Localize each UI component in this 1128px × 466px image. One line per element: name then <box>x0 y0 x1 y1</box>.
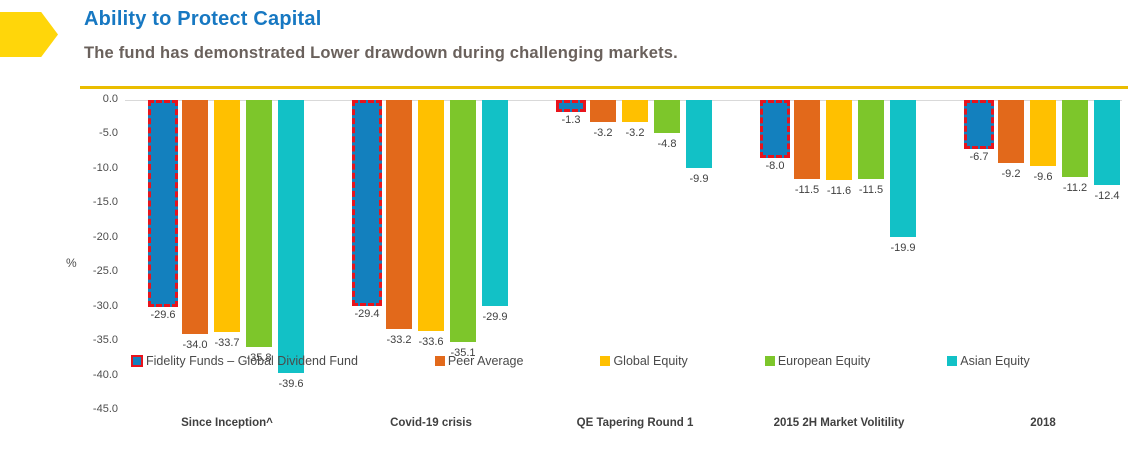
bar <box>386 100 412 329</box>
bar <box>418 100 444 331</box>
legend-label: Fidelity Funds – Global Dividend Fund <box>146 354 358 368</box>
bar-value-label: -3.2 <box>625 127 645 139</box>
bar <box>622 100 648 122</box>
legend-item: Fidelity Funds – Global Dividend Fund <box>131 354 358 368</box>
legend-item: Peer Average <box>434 354 524 368</box>
bar-value-label: -4.8 <box>657 138 677 150</box>
bar-value-label: -11.2 <box>1062 182 1088 194</box>
legend-label: Peer Average <box>447 354 524 368</box>
bar <box>278 100 304 373</box>
category-label: QE Tapering Round 1 <box>576 417 694 429</box>
bar <box>182 100 208 334</box>
bar-value-label: -35.1 <box>450 347 476 359</box>
bar-value-label: -33.6 <box>418 336 444 348</box>
y-axis-tick: -5.0 <box>99 127 118 140</box>
yellow-arrow-icon <box>0 12 58 57</box>
y-axis-tick: -10.0 <box>92 161 118 174</box>
bar <box>890 100 916 237</box>
bar-value-label: -9.6 <box>1033 171 1053 183</box>
legend-label: Global Equity <box>613 354 688 368</box>
bar-value-label: -11.5 <box>794 184 820 196</box>
drawdown-bar-chart: 0.0 -5.0 -10.0 -15.0 -20.0 -25.0 -30.0 -35.0 -40… <box>0 90 1128 466</box>
legend-item: Global Equity <box>600 354 688 368</box>
bar-value-label: -1.3 <box>561 114 581 126</box>
chart-legend: Fidelity Funds – Global Dividend Fund Pee… <box>131 354 1030 368</box>
category-label: 2018 <box>1030 417 1056 429</box>
bar-value-label: -9.9 <box>689 173 709 185</box>
legend-item: Asian Equity <box>947 354 1030 368</box>
bar <box>1094 100 1120 185</box>
bar-value-label: -8.0 <box>765 160 785 172</box>
bar <box>148 100 178 307</box>
bar-value-label: -29.4 <box>354 308 380 320</box>
y-axis-label: % <box>66 256 77 270</box>
legend-swatch-icon <box>764 356 775 366</box>
legend-swatch-icon <box>131 355 143 367</box>
bar-value-label: -6.7 <box>969 151 989 163</box>
accent-divider <box>80 86 1128 89</box>
bar <box>686 100 712 168</box>
y-axis-tick: -45.0 <box>92 403 118 415</box>
y-axis-tick: 0.0 <box>102 93 118 105</box>
bar-value-label: -35.8 <box>246 352 272 364</box>
bar <box>760 100 790 158</box>
bar <box>450 100 476 342</box>
y-axis-tick: -20.0 <box>92 230 118 243</box>
bar-value-label: -33.2 <box>386 334 412 346</box>
bar <box>590 100 616 122</box>
bar-value-label: -19.9 <box>890 242 916 254</box>
bar <box>858 100 884 179</box>
bar <box>556 100 586 112</box>
bar-value-label: -29.9 <box>482 311 508 323</box>
category-label: Since Inception^ <box>181 417 273 429</box>
y-axis-tick: -40.0 <box>92 368 118 381</box>
bar <box>794 100 820 179</box>
category-label: Covid-19 crisis <box>390 417 472 429</box>
bar <box>1030 100 1056 166</box>
bar-value-label: -29.6 <box>150 309 176 321</box>
bar <box>482 100 508 306</box>
page-title: Ability to Protect Capital <box>84 8 322 30</box>
bar <box>1062 100 1088 177</box>
bar <box>964 100 994 149</box>
bar-value-label: -39.6 <box>278 378 304 390</box>
y-axis-tick: -30.0 <box>92 299 118 312</box>
bar <box>654 100 680 133</box>
bar-value-label: -11.5 <box>858 184 884 196</box>
bar-value-label: -11.6 <box>826 185 852 197</box>
legend-swatch-icon <box>600 356 611 366</box>
bar <box>214 100 240 332</box>
legend-swatch-icon <box>947 356 958 366</box>
legend-swatch-icon <box>434 356 445 366</box>
bar <box>998 100 1024 163</box>
bar <box>352 100 382 306</box>
bar-value-label: -12.4 <box>1094 190 1120 202</box>
bar-value-label: -3.2 <box>593 127 613 139</box>
bar-value-label: -34.0 <box>182 339 208 351</box>
legend-item: European Equity <box>764 354 871 368</box>
y-axis-tick: -35.0 <box>92 334 118 347</box>
y-axis-tick: -15.0 <box>92 196 118 209</box>
bar <box>246 100 272 347</box>
legend-label: Asian Equity <box>960 354 1030 368</box>
bar-value-label: -33.7 <box>214 337 240 349</box>
y-axis-tick: -25.0 <box>92 265 118 278</box>
page-subtitle: The fund has demonstrated Lower drawdown… <box>84 44 678 62</box>
legend-label: European Equity <box>777 354 871 368</box>
category-label: 2015 2H Market Volitility <box>773 417 905 429</box>
bar-value-label: -9.2 <box>1001 168 1021 180</box>
bar <box>826 100 852 180</box>
